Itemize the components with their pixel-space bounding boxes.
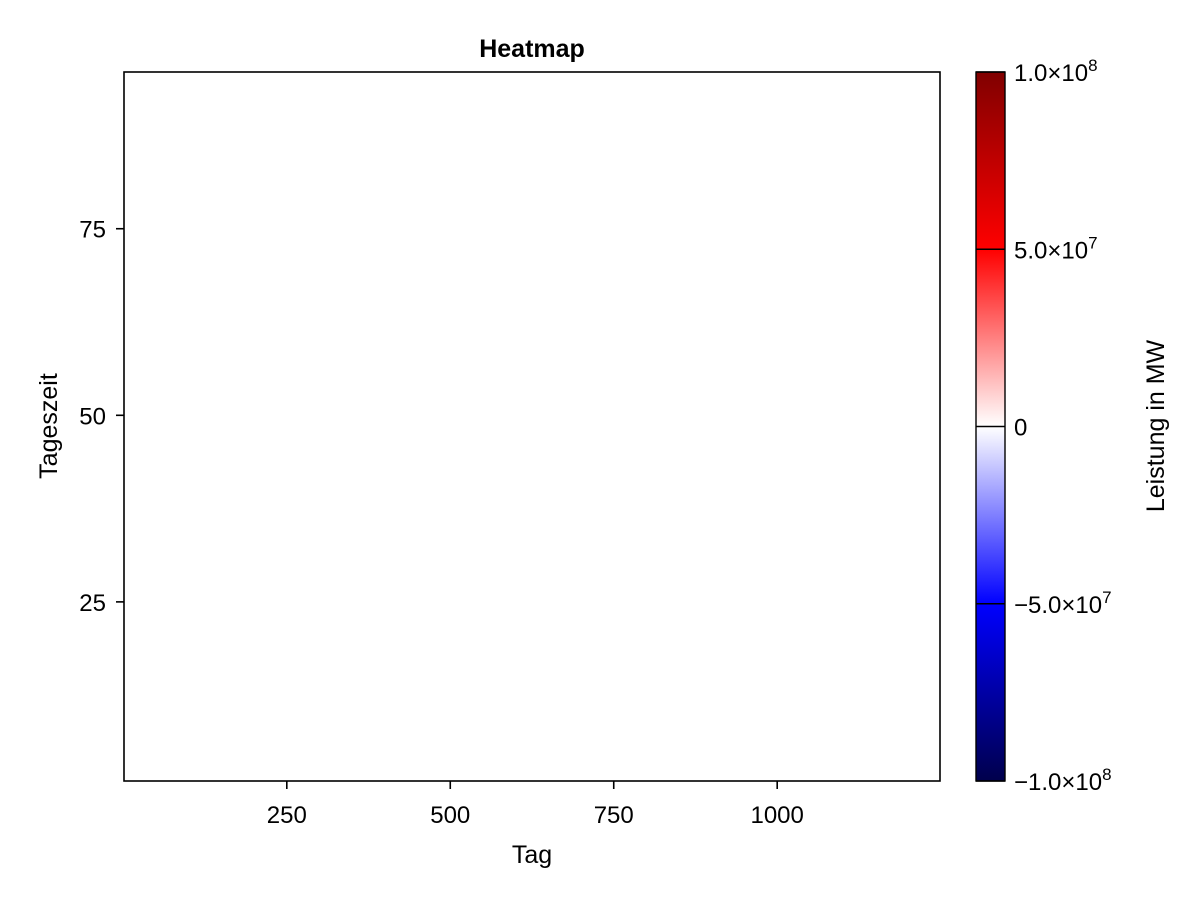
x-tick-label: 750 [594,802,634,829]
x-tick-label: 250 [267,802,307,829]
colorbar-tick-label: 0 [1014,415,1027,442]
colorbar-tick-label: −5.0×107 [1014,588,1112,619]
x-tick-label: 500 [430,802,470,829]
colorbar-tick-label: 5.0×107 [1014,233,1098,264]
y-axis-label: Tageszeit [35,373,63,479]
colorbar-ticks: −1.0×108 −5.0×107 0 5.0×107 1.0×108 [976,56,1112,796]
colorbar-tick-label: −1.0×108 [1014,765,1112,796]
chart-title: Heatmap [479,35,585,63]
x-axis-ticks: 250 500 750 1000 [267,781,804,829]
y-tick-label: 50 [79,403,106,430]
plot-frame [123,71,941,782]
y-tick-label: 25 [79,590,106,617]
x-tick-label: 1000 [750,802,803,829]
y-tick-label: 75 [79,217,106,244]
x-axis-label: Tag [512,841,552,869]
colorbar-tick-label: 1.0×108 [1014,56,1098,87]
colorbar-frame [975,71,1006,782]
y-axis-ticks: 25 50 75 [79,217,124,617]
colorbar-label: Leistung in MW [1142,339,1170,512]
plot-area [124,72,940,781]
